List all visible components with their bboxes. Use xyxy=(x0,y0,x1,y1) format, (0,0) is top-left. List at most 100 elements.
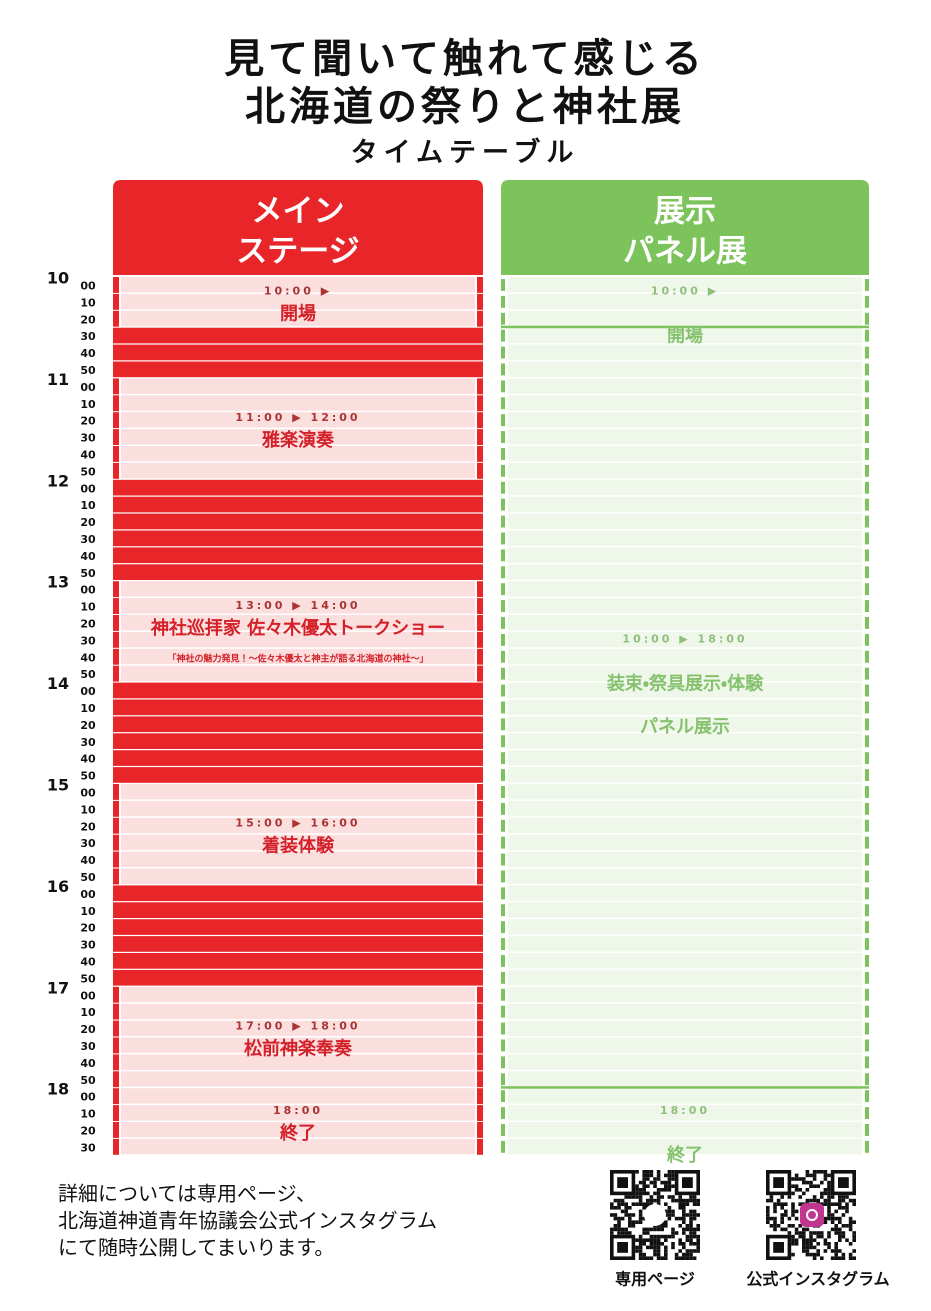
qr-module xyxy=(830,1202,835,1206)
qr-module xyxy=(617,1220,621,1224)
qr-module xyxy=(624,1209,628,1214)
qr-module xyxy=(628,1206,632,1210)
break-slot xyxy=(113,919,483,935)
slot-edge xyxy=(477,310,483,327)
event-slot xyxy=(508,327,862,344)
hour-label: 11 xyxy=(47,370,69,389)
event-slot xyxy=(121,277,475,293)
column-header xyxy=(113,180,483,275)
qr-module xyxy=(830,1227,835,1232)
slot-edge xyxy=(477,395,483,412)
qr-module xyxy=(805,1170,810,1174)
qr-module xyxy=(766,1206,770,1210)
qr-module xyxy=(802,1234,806,1239)
qr-module xyxy=(802,1180,806,1185)
event-slot xyxy=(121,986,475,1003)
minute-label: 30 xyxy=(80,736,96,749)
slot-edge xyxy=(113,615,119,631)
slot-edge xyxy=(477,868,483,885)
event-slot xyxy=(121,631,475,648)
event-slot xyxy=(121,412,475,428)
qr-module xyxy=(834,1252,838,1257)
qr-module xyxy=(689,1213,693,1217)
slot-edge xyxy=(865,1140,869,1153)
qr-module xyxy=(773,1220,777,1224)
qr-module xyxy=(852,1256,856,1260)
qr-module xyxy=(812,1184,817,1188)
break-slot xyxy=(113,767,483,783)
qr-module xyxy=(823,1249,828,1253)
qr-module xyxy=(646,1184,650,1188)
slot-edge xyxy=(865,786,869,798)
qr-module xyxy=(635,1249,639,1253)
qr-module xyxy=(845,1202,849,1206)
qr-module xyxy=(852,1220,856,1224)
minute-label: 40 xyxy=(80,347,96,360)
qr-module xyxy=(649,1242,654,1246)
qr-module xyxy=(674,1231,679,1235)
slot-edge xyxy=(113,648,119,665)
event-slot xyxy=(508,885,862,901)
qr-module xyxy=(671,1184,675,1188)
slot-edge xyxy=(865,684,869,697)
event-slot xyxy=(508,682,862,698)
qr-module xyxy=(780,1195,784,1199)
slot-edge xyxy=(501,448,505,460)
event-slot xyxy=(121,1088,475,1104)
slot-edge xyxy=(865,988,869,1001)
event-slot xyxy=(508,834,862,851)
qr-module xyxy=(848,1224,853,1228)
slot-edge xyxy=(865,532,869,545)
slot-edge xyxy=(501,955,505,967)
event-slot xyxy=(508,868,862,884)
qr-module xyxy=(635,1191,639,1196)
event-slot xyxy=(508,851,862,867)
slot-edge xyxy=(477,1054,483,1071)
qr-module xyxy=(812,1238,817,1242)
slot-edge xyxy=(865,887,869,900)
slot-edge xyxy=(865,363,869,376)
qr-module xyxy=(642,1227,646,1232)
qr-module xyxy=(827,1173,831,1178)
qr-module xyxy=(812,1173,817,1178)
slot-edge xyxy=(501,295,505,308)
qr-module xyxy=(794,1188,799,1192)
qr-module xyxy=(635,1202,639,1206)
qr-module xyxy=(671,1209,675,1214)
qr-module xyxy=(802,1242,806,1246)
event-slot xyxy=(508,429,862,445)
qr-module xyxy=(816,1170,820,1174)
qr-module xyxy=(613,1224,618,1228)
qr-module xyxy=(660,1180,664,1185)
minute-label: 40 xyxy=(80,955,96,968)
qr-module xyxy=(773,1206,777,1210)
qr-module xyxy=(667,1177,672,1181)
qr-module xyxy=(834,1209,838,1214)
qr-module xyxy=(834,1231,838,1235)
qr-module xyxy=(798,1195,802,1199)
qr-module xyxy=(841,1234,846,1239)
qr-module xyxy=(794,1173,799,1178)
qr-module xyxy=(671,1177,675,1181)
qr-module xyxy=(620,1209,625,1214)
qr-module xyxy=(689,1220,693,1224)
qr-module xyxy=(682,1220,686,1224)
qr-module xyxy=(827,1234,831,1239)
event-slot xyxy=(121,834,475,851)
slot-edge xyxy=(501,1056,505,1069)
qr-module xyxy=(646,1227,650,1232)
qr-module xyxy=(660,1195,664,1199)
qr-module xyxy=(830,1220,835,1224)
qr-module xyxy=(787,1231,792,1235)
qr-module xyxy=(649,1173,654,1178)
qr-module xyxy=(689,1234,693,1239)
event-slot xyxy=(121,446,475,462)
minute-label: 30 xyxy=(80,533,96,546)
qr-module xyxy=(656,1198,661,1203)
qr-module xyxy=(827,1180,831,1185)
slot-edge xyxy=(501,836,505,849)
qr-module xyxy=(766,1198,770,1203)
qr-module xyxy=(664,1249,668,1253)
qr-logo xyxy=(800,1203,824,1227)
qr-module xyxy=(642,1238,646,1242)
